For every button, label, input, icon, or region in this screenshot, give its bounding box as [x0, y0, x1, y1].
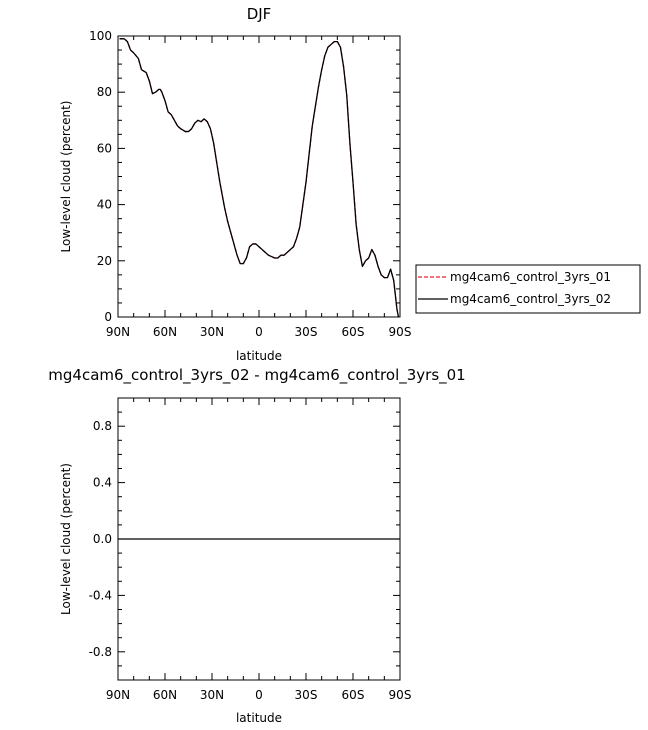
x-tick-label: 30N	[200, 325, 224, 339]
series-line-2	[119, 38, 400, 318]
y-tick-label: 0.8	[93, 419, 112, 433]
y-tick-label: 0.4	[93, 476, 112, 490]
x-tick-label: 0	[255, 688, 263, 702]
x-axis-ticks: 90N 60N 30N 0 30S 60S 90S	[106, 398, 412, 702]
legend-label-series-2: mg4cam6_control_3yrs_02	[450, 292, 611, 306]
x-tick-label: 60N	[153, 688, 177, 702]
series-line-1	[119, 38, 400, 318]
x-tick-label: 60S	[342, 325, 365, 339]
x-tick-label: 0	[255, 325, 263, 339]
x-axis-label: latitude	[236, 349, 282, 363]
y-tick-label: 0.0	[93, 532, 112, 546]
panel-top: DJF 0 20 40 60 80 100 90N 60N 30N 0 30S 60S 90S lat…	[59, 5, 411, 363]
y-axis-label: Low-level cloud (percent)	[59, 101, 73, 253]
y-tick-label: 100	[89, 29, 112, 43]
panel-bottom: mg4cam6_control_3yrs_02 - mg4cam6_contro…	[48, 366, 465, 725]
series-group	[119, 38, 400, 318]
y-axis-ticks: 0 20 40 60 80 100	[89, 29, 400, 324]
y-tick-label: -0.8	[89, 645, 112, 659]
chart-title: mg4cam6_control_3yrs_02 - mg4cam6_contro…	[48, 366, 465, 385]
y-tick-label: 60	[97, 141, 112, 155]
y-tick-label: -0.4	[89, 588, 112, 602]
legend: mg4cam6_control_3yrs_01 mg4cam6_control_…	[415, 264, 641, 314]
legend-label-series-1: mg4cam6_control_3yrs_01	[450, 270, 611, 284]
x-tick-label: 90N	[106, 688, 130, 702]
y-tick-label: 0	[104, 310, 112, 324]
x-tick-label: 90N	[106, 325, 130, 339]
y-axis-ticks: -0.8 -0.4 0.0 0.4 0.8	[89, 397, 400, 681]
y-axis-label: Low-level cloud (percent)	[59, 463, 73, 615]
x-axis-label: latitude	[236, 711, 282, 725]
y-tick-label: 20	[97, 254, 112, 268]
chart-title: DJF	[247, 5, 272, 23]
x-axis-ticks: 90N 60N 30N 0 30S 60S 90S	[106, 36, 412, 339]
plot-frame	[117, 35, 401, 318]
x-tick-label: 30S	[295, 325, 318, 339]
y-tick-label: 80	[97, 85, 112, 99]
x-tick-label: 60S	[342, 688, 365, 702]
legend-box	[415, 264, 641, 314]
y-tick-label: 40	[97, 198, 112, 212]
x-tick-label: 90S	[389, 688, 412, 702]
x-tick-label: 60N	[153, 325, 177, 339]
x-tick-label: 30S	[295, 688, 318, 702]
x-tick-label: 90S	[389, 325, 412, 339]
x-tick-label: 30N	[200, 688, 224, 702]
